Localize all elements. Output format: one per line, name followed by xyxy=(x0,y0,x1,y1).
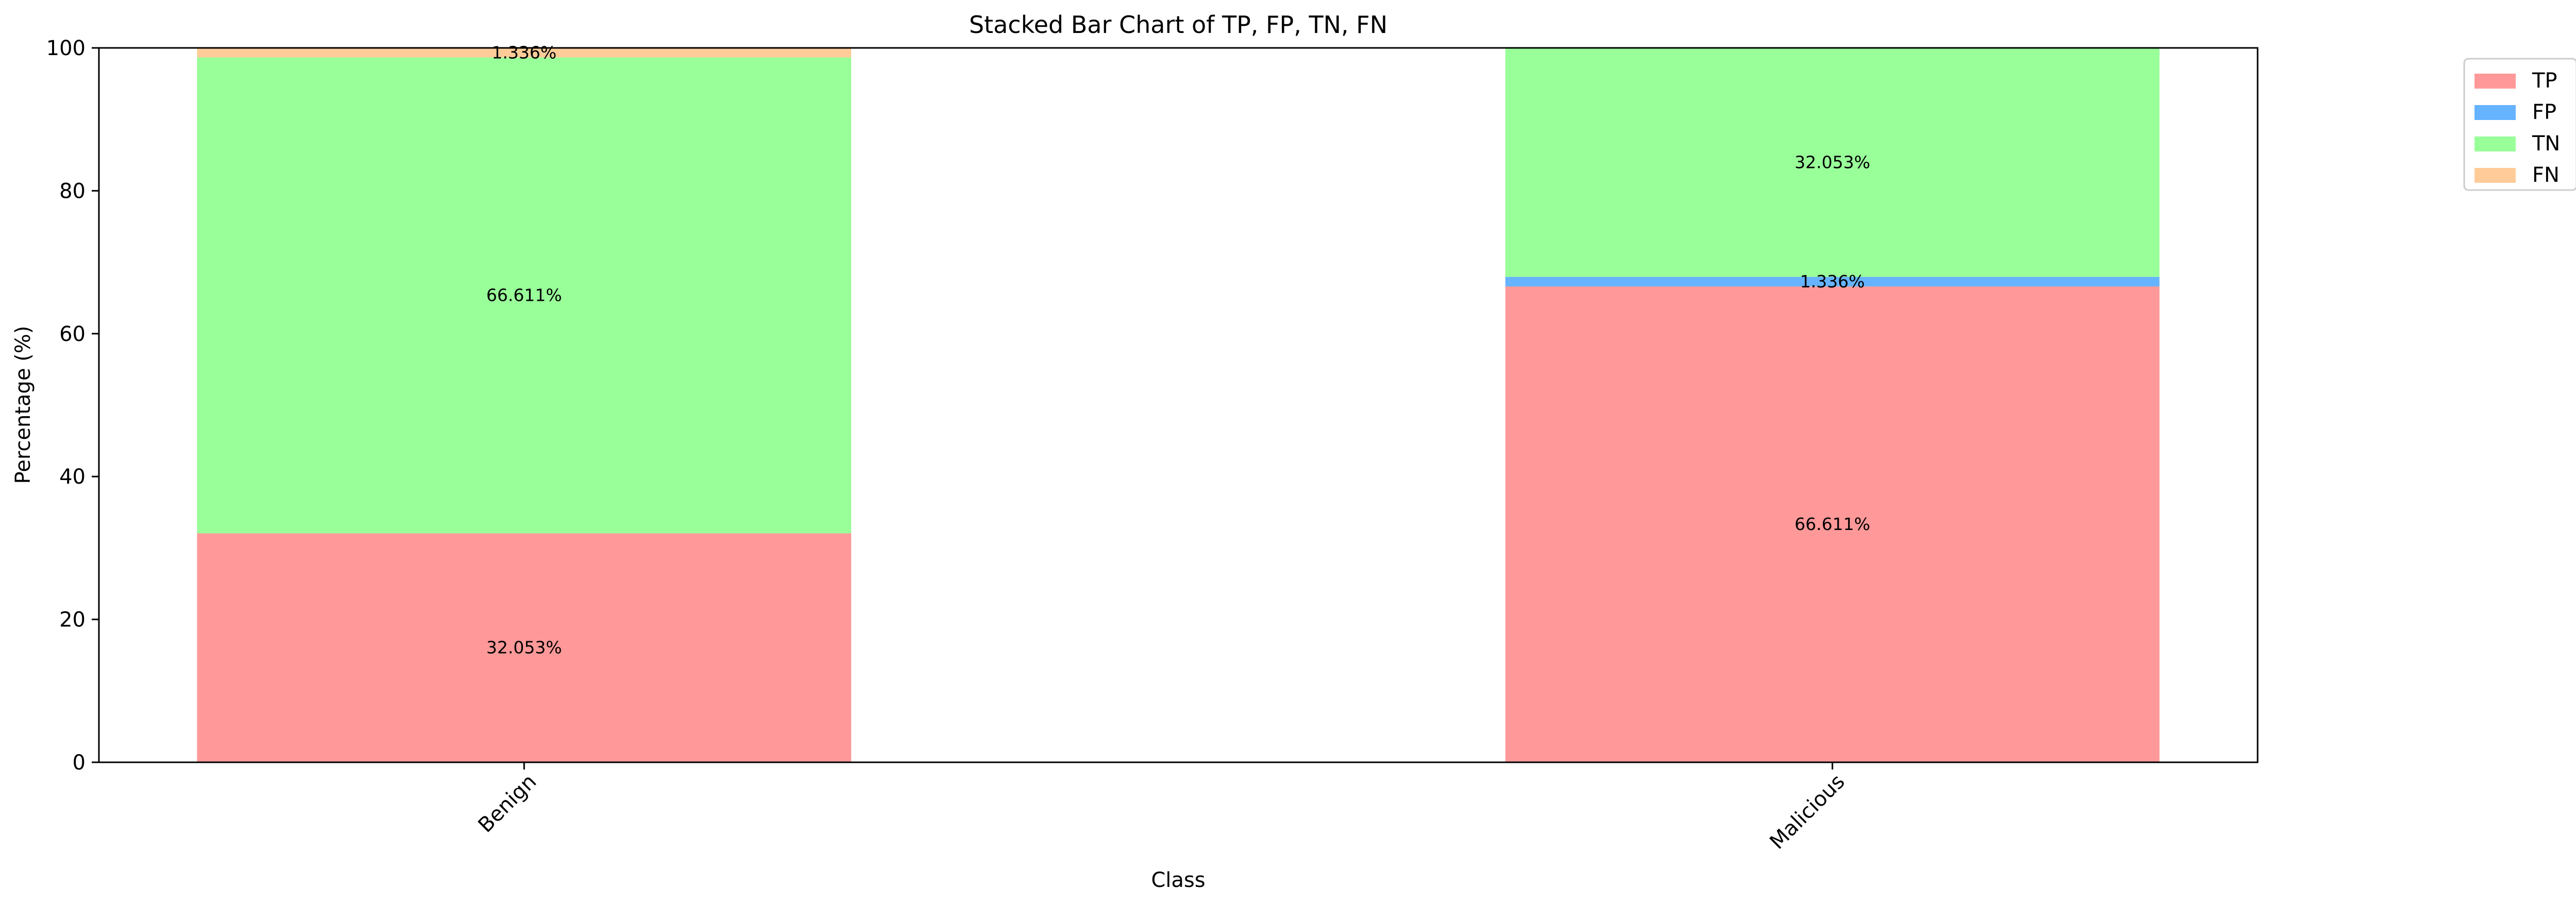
bar-malicious-tn xyxy=(1505,48,2160,277)
y-tick-label: 0 xyxy=(73,751,86,775)
legend-swatch-fp xyxy=(2475,105,2516,120)
bar-benign-tn xyxy=(197,57,852,534)
bar-benign-tp xyxy=(197,533,852,762)
segment-labels-group: 32.053% 66.611% 1.336% 66.611% 1.336% 32.053% xyxy=(486,42,1870,657)
legend-label-tn: TN xyxy=(2532,132,2560,156)
y-axis-label: Percentage (%) xyxy=(11,326,35,484)
segment-label-benign-tp: 32.053% xyxy=(486,638,562,658)
y-tick-label: 20 xyxy=(59,608,86,632)
bar-malicious-tp xyxy=(1505,286,2160,762)
legend-swatch-fn xyxy=(2475,168,2516,183)
segment-label-malicious-fp: 1.336% xyxy=(1800,271,1865,292)
chart-title: Stacked Bar Chart of TP, FP, TN, FN xyxy=(969,11,1387,39)
segment-label-benign-fn: 1.336% xyxy=(492,42,556,62)
legend-swatch-tn xyxy=(2475,136,2516,151)
legend-label-tp: TP xyxy=(2532,69,2557,93)
y-axis-ticks: 0 20 40 60 80 100 xyxy=(46,37,99,775)
y-tick-label: 100 xyxy=(46,37,86,60)
legend-label-fp: FP xyxy=(2532,100,2556,124)
y-tick-label: 60 xyxy=(59,322,86,346)
segment-label-malicious-tp: 66.611% xyxy=(1794,514,1870,534)
bar-benign-fn xyxy=(197,48,852,58)
legend: TP FP TN FN xyxy=(2463,58,2576,191)
legend-frame xyxy=(2463,58,2576,191)
segment-label-benign-tn: 66.611% xyxy=(486,285,562,305)
legend-label-fn: FN xyxy=(2532,163,2560,187)
plot-frame xyxy=(98,47,2259,763)
bars-group xyxy=(197,48,2160,762)
bar-malicious-fp xyxy=(1505,277,2160,287)
y-tick-label: 40 xyxy=(59,465,86,489)
legend-swatch-tp xyxy=(2475,74,2516,89)
segment-label-malicious-tn: 32.053% xyxy=(1794,152,1870,172)
y-tick-label: 80 xyxy=(59,179,86,203)
x-axis-label: Class xyxy=(1151,868,1205,892)
